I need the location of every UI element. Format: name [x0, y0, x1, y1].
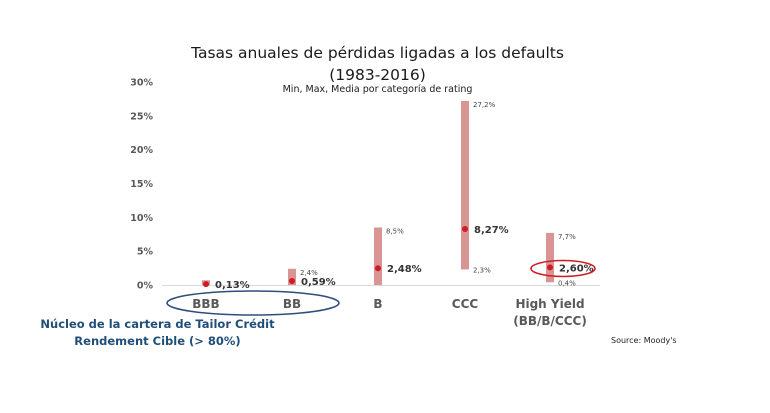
max-label: 8,5%	[386, 227, 404, 235]
category-label: BBB	[192, 297, 219, 311]
category-label: CCC	[452, 297, 479, 311]
category-label: High Yield	[515, 297, 584, 311]
mean-label: 0,13%	[215, 280, 250, 291]
chart-title: Tasas anuales de pérdidas ligadas a los …	[191, 44, 564, 84]
mean-label: 2,60%	[559, 263, 594, 274]
chart-subtitle: Min, Max, Media por categoría de rating	[282, 84, 473, 95]
range-bar	[461, 100, 469, 270]
y-tick-label: 0%	[137, 281, 154, 292]
source-note: Source: Moody's	[611, 336, 677, 345]
mean-label: 2,48%	[387, 264, 422, 275]
y-tick-label: 5%	[137, 247, 154, 258]
y-tick-label: 20%	[130, 145, 153, 156]
mean-point	[547, 264, 553, 271]
mean-point	[203, 281, 209, 288]
mean-label: 0,59%	[301, 277, 336, 288]
category-label: (BB/B/CCC)	[513, 314, 587, 328]
range-bar	[374, 227, 382, 285]
mean-point	[462, 226, 468, 233]
y-tick-label: 25%	[130, 111, 153, 122]
core-portfolio-ellipse	[166, 290, 340, 316]
mean-point	[375, 265, 381, 272]
y-tick-label: 10%	[130, 213, 153, 224]
max-label: 27,2%	[473, 101, 496, 109]
y-tick-label: 30%	[130, 78, 153, 89]
y-tick-label: 15%	[130, 179, 153, 190]
max-label: 7,7%	[558, 233, 576, 241]
mean-label: 8,27%	[474, 225, 509, 236]
range-bar	[288, 268, 296, 285]
category-label: B	[373, 297, 382, 311]
min-label: 0,4%	[558, 279, 576, 287]
range-bar	[546, 232, 554, 283]
max-label: 2,4%	[300, 269, 318, 277]
mean-point	[289, 278, 295, 285]
portfolio-core-note: Núcleo de la cartera de Tailor Crédit Re…	[40, 317, 275, 348]
min-label: 2,3%	[473, 266, 491, 274]
high-yield-mean-ellipse	[530, 259, 596, 278]
category-label: BB	[283, 297, 301, 311]
